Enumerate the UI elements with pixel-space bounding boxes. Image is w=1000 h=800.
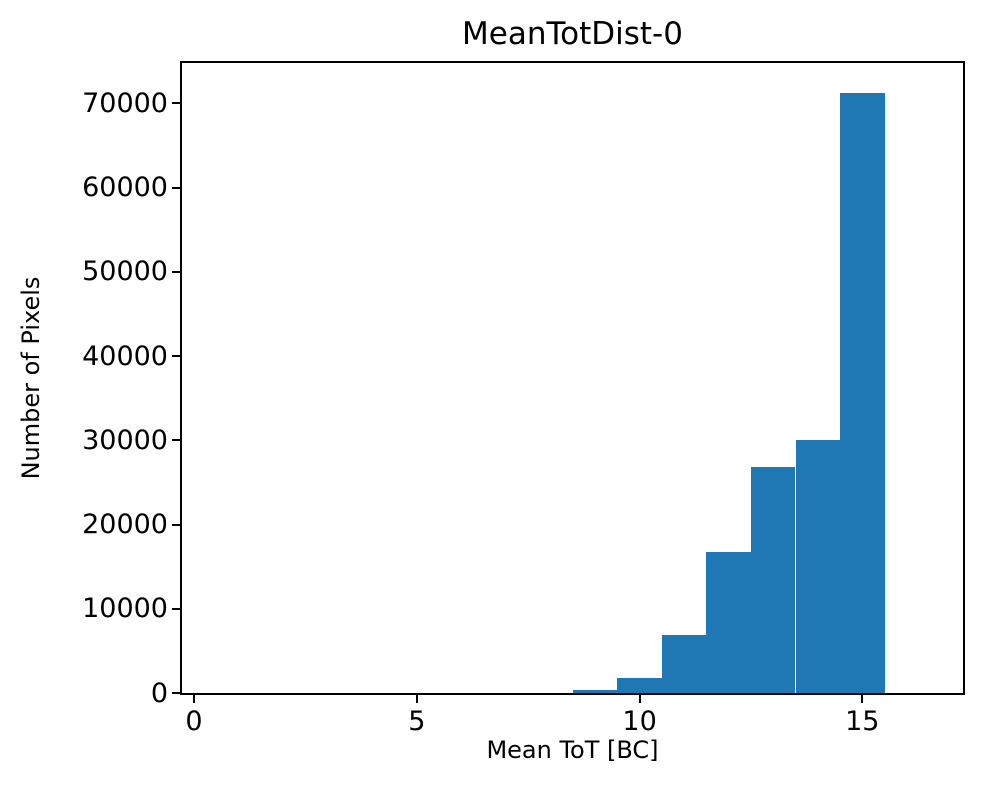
- histogram-bar: [706, 552, 751, 693]
- histogram-bar: [572, 689, 618, 693]
- y-axis-label: Number of Pixels: [17, 276, 45, 480]
- y-tick-label: 50000: [82, 256, 168, 288]
- x-tick-label: 0: [185, 706, 203, 737]
- y-tick-label: 10000: [82, 593, 168, 625]
- histogram-bar: [840, 93, 885, 693]
- y-tick-label: 30000: [82, 424, 168, 456]
- x-axis-label: Mean ToT [BC]: [486, 736, 659, 764]
- histogram-bar: [661, 634, 707, 693]
- y-tick-label: 20000: [82, 509, 168, 541]
- plot-area: [180, 61, 965, 695]
- histogram-bar: [795, 439, 841, 693]
- y-tick-label: 70000: [82, 87, 168, 119]
- y-axis-tick: [172, 692, 180, 694]
- y-axis-tick: [172, 270, 180, 273]
- y-axis-tick: [172, 523, 180, 526]
- x-axis-tick: [861, 695, 864, 703]
- histogram-bar: [617, 677, 662, 693]
- x-axis-tick: [415, 695, 418, 703]
- x-tick-label: 5: [408, 706, 426, 737]
- y-axis-tick: [172, 355, 180, 358]
- y-tick-label: 40000: [82, 340, 168, 372]
- x-axis-tick: [638, 695, 641, 703]
- x-tick-label: 15: [845, 706, 880, 737]
- chart-title: MeanTotDist-0: [462, 16, 683, 52]
- y-axis-tick: [172, 102, 180, 105]
- y-axis-tick: [172, 439, 180, 442]
- y-axis-tick: [172, 186, 180, 189]
- x-axis-tick: [193, 695, 195, 703]
- y-tick-label: 0: [150, 677, 168, 709]
- y-axis-tick: [172, 607, 180, 610]
- histogram-bar: [750, 467, 796, 693]
- y-tick-label: 60000: [82, 172, 168, 204]
- x-tick-label: 10: [622, 706, 657, 737]
